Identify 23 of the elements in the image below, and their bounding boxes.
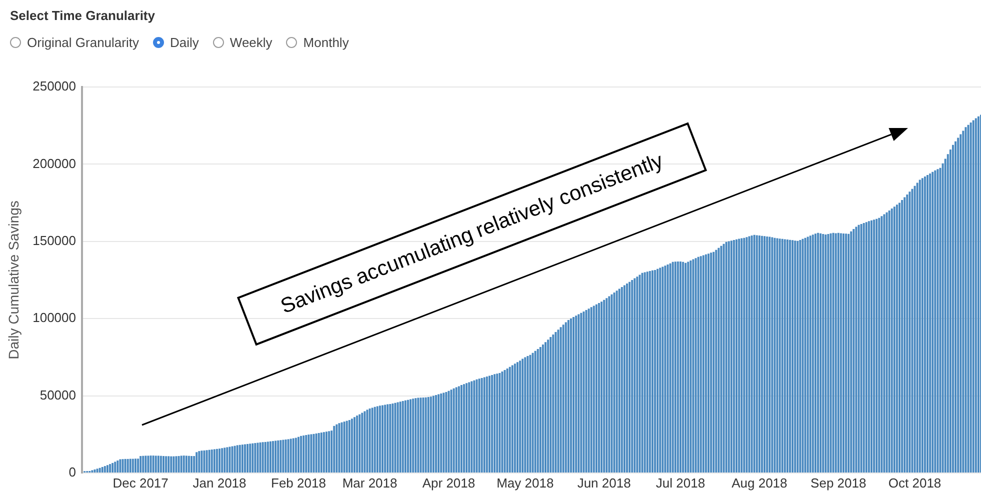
x-tick-label: Jan 2018 bbox=[192, 475, 246, 490]
y-tick-label: 150000 bbox=[32, 232, 76, 248]
y-tick-label: 250000 bbox=[32, 78, 76, 94]
text: Daily bbox=[170, 35, 199, 50]
y-tick-label: 200000 bbox=[32, 156, 76, 171]
x-tick-label: Apr 2018 bbox=[422, 475, 476, 490]
x-tick-label: Feb 2018 bbox=[271, 475, 326, 490]
y-tick-label: 0 bbox=[68, 464, 76, 480]
x-tick-label: Aug 2018 bbox=[732, 475, 788, 490]
x-tick-label: Dec 2017 bbox=[112, 475, 168, 490]
text: Original Granularity bbox=[27, 35, 139, 50]
x-tick-label: Oct 2018 bbox=[888, 475, 942, 490]
y-tick-label: 50000 bbox=[40, 387, 76, 402]
x-tick-label: May 2018 bbox=[496, 475, 554, 490]
x-tick-label: Sep 2018 bbox=[810, 475, 866, 490]
x-tick-label: Jul 2018 bbox=[656, 475, 706, 490]
y-tick-label: 100000 bbox=[32, 310, 76, 326]
x-tick-label: Mar 2018 bbox=[342, 475, 398, 490]
text: Monthly bbox=[303, 35, 349, 50]
text: Select Time Granularity bbox=[10, 8, 155, 23]
x-tick-label: Jun 2018 bbox=[577, 475, 631, 490]
text: Weekly bbox=[230, 35, 272, 50]
y-axis-title: Daily Cumulative Savings bbox=[5, 200, 22, 360]
